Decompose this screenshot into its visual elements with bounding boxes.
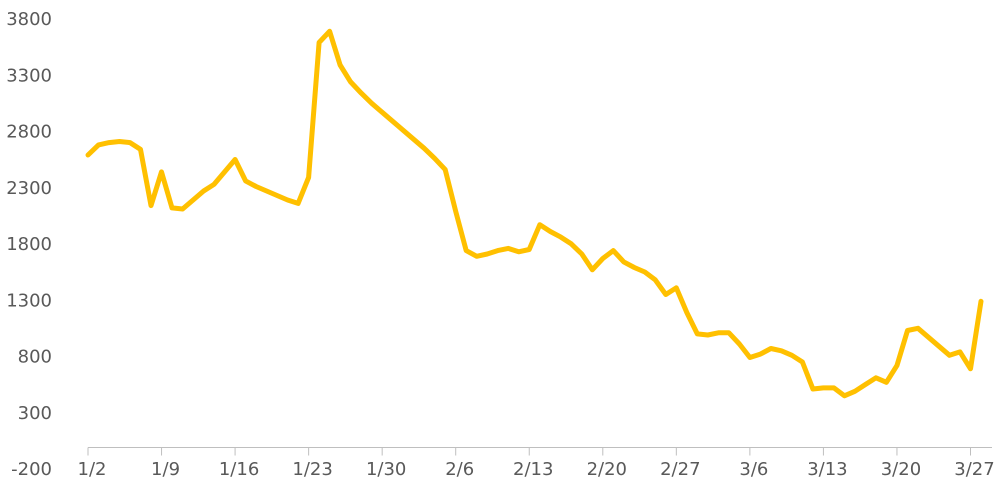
y-tick-label: -200 [11, 459, 52, 480]
y-tick-label: 800 [18, 347, 52, 368]
x-tick-label: 1/30 [366, 459, 406, 480]
y-tick-label: 2300 [6, 178, 52, 199]
x-tick-label: 3/6 [739, 459, 768, 480]
line [85, 28, 984, 399]
y-tick-label: 300 [18, 403, 52, 424]
y-tick-label: 2800 [6, 122, 52, 143]
x-tick-label: 3/27 [954, 459, 994, 480]
x-tick-label: 2/27 [660, 459, 700, 480]
y-tick-label: 3800 [6, 9, 52, 30]
x-tick-label: 1/2 [78, 459, 107, 480]
x-tick-label: 1/23 [292, 459, 332, 480]
x-tick-label: 1/16 [219, 459, 259, 480]
x-tick-label: 2/20 [587, 459, 627, 480]
y-tick-label: 1300 [6, 290, 52, 311]
x-tick-label: 1/9 [151, 459, 180, 480]
x-tick-label: 2/6 [445, 459, 474, 480]
x-tick-label: 3/20 [881, 459, 921, 480]
y-tick-label: 1800 [6, 234, 52, 255]
x-tick-label: 3/13 [807, 459, 847, 480]
x-tick-label: 2/13 [513, 459, 553, 480]
y-tick-label: 3300 [6, 65, 52, 86]
